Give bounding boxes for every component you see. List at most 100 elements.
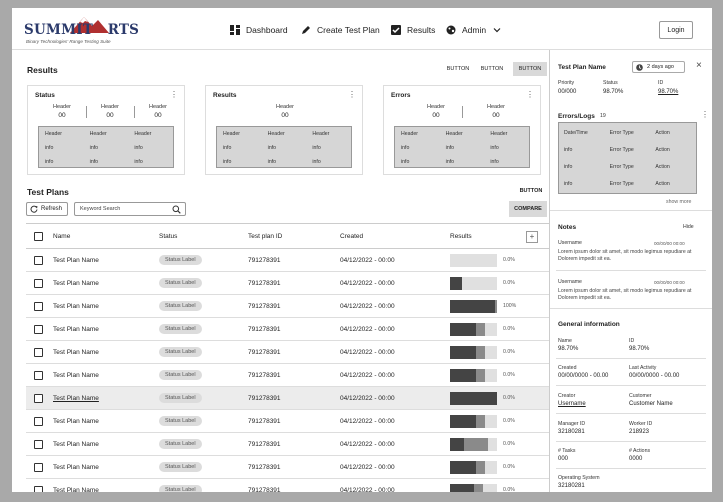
results-progress-bar <box>450 254 497 267</box>
summit-logo[interactable]: SUMMIT RTS Binary Technologies' Range Te… <box>24 14 139 46</box>
test-plan-id: 791278391 <box>248 325 281 333</box>
bar-segment-partial <box>475 323 486 336</box>
col-results[interactable]: Results <box>450 232 472 240</box>
bar-segment-partial <box>475 346 486 359</box>
refresh-button[interactable]: Refresh <box>26 202 68 216</box>
col-test-plan-id[interactable]: Test plan ID <box>248 232 283 240</box>
status-badge: Status Label <box>159 255 202 265</box>
creator-username-link[interactable]: Username <box>558 401 586 407</box>
table-row[interactable]: Test Plan Name Status Label 791278391 04/12… <box>26 318 549 341</box>
nav-create-test-plan-label: Create Test Plan <box>317 25 380 35</box>
test-plan-name[interactable]: Test Plan Name <box>53 440 99 448</box>
add-column-button[interactable]: + <box>526 231 538 243</box>
test-plan-name[interactable]: Test Plan Name <box>53 302 99 310</box>
test-plan-name[interactable]: Test Plan Name <box>53 394 99 402</box>
nav-dashboard[interactable]: Dashboard <box>230 22 288 38</box>
table-row[interactable]: Test Plan Name Status Label 791278391 04/12… <box>26 272 549 295</box>
test-plans-button[interactable]: BUTTON <box>519 188 543 194</box>
table-row[interactable]: Test Plan Name Status Label 791278391 04/12… <box>26 295 549 318</box>
results-button-3[interactable]: BUTTON <box>513 62 547 76</box>
test-plan-id: 791278391 <box>248 417 281 425</box>
id-value-link[interactable]: 98.70% <box>658 89 679 95</box>
table-row[interactable]: Test Plan Name Status Label 791278391 04/12… <box>26 410 549 433</box>
test-plan-name[interactable]: Test Plan Name <box>53 417 99 425</box>
select-all-checkbox[interactable] <box>34 224 43 248</box>
table-row[interactable]: Test Plan Name Status Label 791278391 04/12… <box>26 479 549 492</box>
status-badge: Status Label <box>159 462 202 472</box>
bar-segment-remaining <box>485 415 497 428</box>
bar-segment-remaining <box>487 438 497 451</box>
age-text: 2 days ago <box>647 64 674 70</box>
compare-button[interactable]: COMPARE <box>509 201 547 217</box>
more-vertical-icon[interactable]: ⋮ <box>526 90 534 99</box>
more-vertical-icon[interactable]: ⋮ <box>701 110 709 119</box>
test-plan-name[interactable]: Test Plan Name <box>53 279 99 287</box>
results-progress-bar <box>450 277 497 290</box>
id-label: ID <box>658 80 664 86</box>
created-date: 04/12/2022 - 00:00 <box>340 302 395 310</box>
row-checkbox[interactable] <box>34 364 43 386</box>
status-badge-wrap: Status Label <box>159 410 202 432</box>
col-created[interactable]: Created <box>340 232 364 240</box>
nav-create-test-plan[interactable]: Create Test Plan <box>301 22 380 38</box>
show-more-link[interactable]: show more <box>666 199 692 205</box>
bar-segment-remaining <box>485 346 497 359</box>
status-badge-wrap: Status Label <box>159 295 202 317</box>
test-plan-name[interactable]: Test Plan Name <box>53 486 99 493</box>
bar-segment-partial <box>475 369 486 382</box>
row-checkbox[interactable] <box>34 272 43 294</box>
search-input[interactable]: Keyword Search <box>74 202 186 216</box>
results-percent: 0.0% <box>503 280 515 286</box>
errors-count: 19 <box>600 113 606 119</box>
status-badge-wrap: Status Label <box>159 479 202 492</box>
col-status[interactable]: Status <box>159 232 178 240</box>
table-row[interactable]: Test Plan Name Status Label 791278391 04/12… <box>26 364 549 387</box>
notes-title: Notes <box>558 224 577 231</box>
nav-admin-dropdown[interactable]: Admin <box>446 22 501 38</box>
status-badge: Status Label <box>159 301 202 311</box>
results-button-2[interactable]: BUTTON <box>480 66 504 72</box>
status-badge-wrap: Status Label <box>159 249 202 271</box>
row-checkbox[interactable] <box>34 433 43 455</box>
more-vertical-icon[interactable]: ⋮ <box>348 90 356 99</box>
test-plan-id: 791278391 <box>248 256 281 264</box>
table-row[interactable]: Test Plan Name Status Label 791278391 04/12… <box>26 456 549 479</box>
info-label: Operating System <box>558 475 600 481</box>
bar-segment-pass <box>450 323 476 336</box>
created-date: 04/12/2022 - 00:00 <box>340 440 395 448</box>
test-plan-id: 791278391 <box>248 486 281 493</box>
row-checkbox[interactable] <box>34 249 43 271</box>
row-checkbox[interactable] <box>34 456 43 478</box>
test-plan-name[interactable]: Test Plan Name <box>53 371 99 379</box>
bar-segment-partial <box>475 461 486 474</box>
panel-title: Test Plan Name <box>558 64 606 71</box>
test-plan-name[interactable]: Test Plan Name <box>53 325 99 333</box>
results-percent: 0.0% <box>503 487 515 492</box>
row-checkbox[interactable] <box>34 318 43 340</box>
row-checkbox[interactable] <box>34 387 43 409</box>
results-button-1[interactable]: BUTTON <box>446 66 470 72</box>
info-value: 32180281 <box>558 429 585 435</box>
test-plan-name[interactable]: Test Plan Name <box>53 256 99 264</box>
table-row[interactable]: Test Plan Name Status Label 791278391 04/12… <box>26 249 549 272</box>
test-plan-name[interactable]: Test Plan Name <box>53 348 99 356</box>
nav-results[interactable]: Results <box>391 22 435 38</box>
more-vertical-icon[interactable]: ⋮ <box>170 90 178 99</box>
info-label: # Tasks <box>558 448 576 454</box>
info-value: Customer Name <box>629 401 673 407</box>
details-panel: Test Plan Name 2 days ago × Priority 00/… <box>549 50 712 492</box>
close-icon[interactable]: × <box>696 60 702 71</box>
created-date: 04/12/2022 - 00:00 <box>340 394 395 402</box>
test-plan-name[interactable]: Test Plan Name <box>53 463 99 471</box>
row-checkbox[interactable] <box>34 295 43 317</box>
col-name[interactable]: Name <box>53 232 71 240</box>
login-button[interactable]: Login <box>659 21 693 39</box>
row-checkbox[interactable] <box>34 341 43 363</box>
table-row[interactable]: Test Plan Name Status Label 791278391 04/12… <box>26 341 549 364</box>
notes-hide-link[interactable]: Hide <box>683 224 694 230</box>
table-row[interactable]: Test Plan Name Status Label 791278391 04/12… <box>26 387 549 410</box>
status-badge: Status Label <box>159 439 202 449</box>
row-checkbox[interactable] <box>34 410 43 432</box>
row-checkbox[interactable] <box>34 479 43 492</box>
table-row[interactable]: Test Plan Name Status Label 791278391 04/12… <box>26 433 549 456</box>
